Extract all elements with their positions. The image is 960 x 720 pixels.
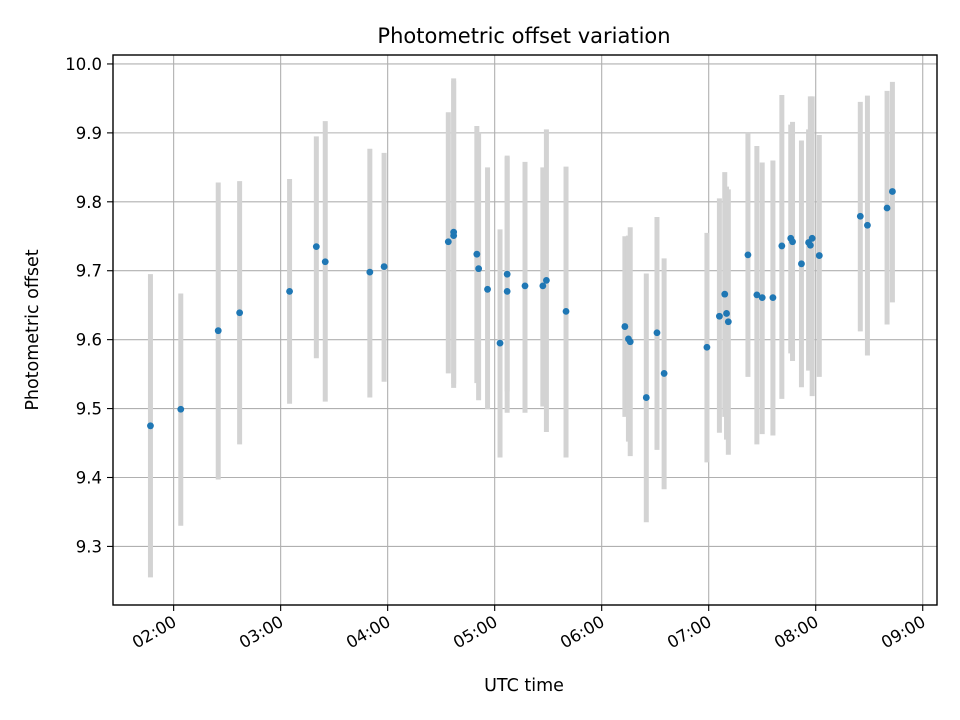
data-point [484, 285, 491, 293]
data-point [626, 338, 634, 346]
y-tick-label: 9.4 [76, 468, 102, 487]
data-point [744, 251, 752, 259]
x-axis-title: UTC time [484, 676, 564, 696]
data-point [723, 310, 730, 317]
y-tick-label: 10.0 [65, 55, 102, 74]
data-point [769, 294, 777, 302]
data-point [450, 228, 458, 236]
data-point [642, 394, 650, 401]
data-point [147, 422, 154, 430]
data-points [147, 188, 896, 430]
data-point [856, 212, 864, 220]
x-tick-label: 07:00 [664, 612, 715, 652]
data-point [653, 329, 661, 337]
data-point [883, 204, 891, 212]
plot-frame [112, 54, 938, 606]
chart-title: Photometric offset variation [377, 24, 670, 48]
data-point [562, 307, 570, 315]
data-point [473, 250, 481, 258]
data-point [721, 290, 729, 298]
data-point [496, 339, 504, 347]
data-point [621, 323, 629, 330]
data-point [889, 188, 896, 195]
x-tick-label: 08:00 [771, 612, 822, 652]
data-point [521, 282, 529, 290]
x-tick-label: 02:00 [129, 612, 180, 652]
x-tick-label: 09:00 [878, 612, 929, 652]
x-axis-ticks: 02:00 03:00 04:00 05:00 06:00 07:00 08:00 09:00 [129, 605, 929, 652]
x-tick-label: 04:00 [343, 612, 394, 652]
data-point [660, 370, 668, 377]
data-point [724, 318, 732, 326]
data-point [236, 309, 244, 317]
data-point [475, 265, 483, 273]
data-point [806, 241, 814, 249]
data-point [778, 242, 786, 250]
data-point [815, 252, 823, 259]
data-point [321, 258, 329, 266]
data-point [177, 405, 185, 413]
data-point [758, 294, 766, 302]
y-tick-label: 9.5 [76, 400, 102, 419]
data-point [286, 288, 293, 295]
data-point [798, 260, 805, 268]
data-point [539, 282, 547, 290]
data-point [753, 291, 761, 299]
y-tick-label: 9.6 [76, 331, 102, 350]
data-point [789, 238, 796, 246]
y-axis-ticks: 9.3 9.4 9.5 9.6 9.7 9.8 9.9 10.0 [65, 55, 113, 556]
data-point [503, 270, 511, 278]
data-point [543, 276, 550, 284]
data-point [380, 263, 388, 270]
data-point [703, 343, 711, 351]
data-point [444, 238, 452, 246]
y-tick-label: 9.3 [76, 537, 102, 556]
data-point [312, 243, 320, 251]
y-tick-label: 9.8 [76, 193, 102, 212]
y-axis-title: Photometric offset [23, 249, 43, 410]
y-tick-label: 9.9 [76, 124, 102, 143]
x-tick-label: 03:00 [236, 612, 287, 652]
data-point [808, 234, 816, 242]
data-point [716, 312, 723, 320]
data-point [366, 268, 374, 276]
error-bars [147, 78, 895, 578]
y-tick-label: 9.7 [76, 262, 102, 281]
x-tick-label: 06:00 [557, 612, 608, 652]
data-point [503, 288, 511, 295]
data-point [214, 327, 222, 335]
data-point [864, 221, 871, 229]
x-tick-label: 05:00 [450, 612, 501, 652]
